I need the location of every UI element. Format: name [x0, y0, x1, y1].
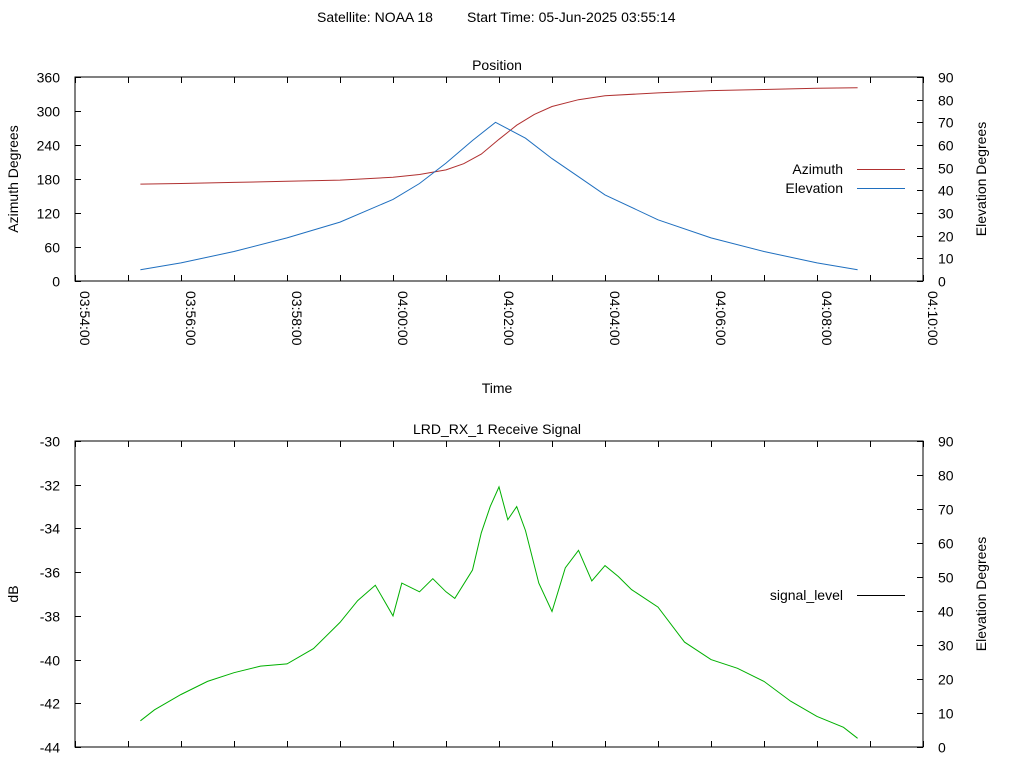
y-tick-label: 180 [37, 172, 61, 188]
y2-tick-label: 0 [938, 274, 946, 290]
y2-tick-label: 30 [938, 638, 954, 654]
series-line-azimuth [140, 87, 858, 185]
position-series [140, 87, 858, 271]
x-tick-label: 04:02:00 [501, 291, 517, 346]
y-tick-label: 0 [52, 274, 60, 290]
x-tick-label: 03:54:00 [77, 291, 93, 346]
y-tick-label: -44 [40, 740, 60, 756]
y-tick-label: -32 [40, 478, 60, 494]
y-tick-label: 360 [37, 70, 61, 86]
y2-tick-label: 20 [938, 672, 954, 688]
y2-tick-label: 10 [938, 251, 954, 267]
legend-label-signal-level: signal_level [770, 587, 843, 603]
position-axis-ticks [75, 77, 924, 282]
signal-series [140, 485, 858, 739]
x-tick-label: 04:06:00 [713, 291, 729, 346]
y-tick-label: -34 [40, 521, 60, 537]
y2-tick-label: 80 [938, 93, 954, 109]
position-plot-frame [74, 76, 924, 282]
signal-y-tick-labels: -44 -42 -40 -38 -36 -34 -32 -30 [40, 434, 60, 756]
x-tick-label: 03:58:00 [289, 291, 305, 346]
x-tick-label: 04:10:00 [925, 291, 941, 346]
y2-tick-label: 40 [938, 604, 954, 620]
signal-chart-title: LRD_RX_1 Receive Signal [413, 421, 581, 437]
y-tick-label: 120 [37, 206, 61, 222]
series-line-signal-level [140, 485, 858, 739]
y2-tick-label: 50 [938, 570, 954, 586]
y2-tick-label: 40 [938, 183, 954, 199]
legend-label-elevation: Elevation [785, 180, 843, 196]
legend-label-azimuth: Azimuth [792, 161, 843, 177]
y2-tick-label: 30 [938, 206, 954, 222]
position-legend: Azimuth Elevation [785, 161, 905, 196]
y2-tick-label: 70 [938, 502, 954, 518]
signal-chart: LRD_RX_1 Receive Signal -44-42-40-38-36-… [5, 421, 989, 756]
y-tick-label: -30 [40, 434, 60, 450]
x-tick-label: 03:56:00 [183, 291, 199, 346]
y2-tick-label: 50 [938, 161, 954, 177]
start-time-label: Start Time: 05-Jun-2025 03:55:14 [467, 9, 676, 25]
signal-y2-axis-title: Elevation Degrees [973, 537, 989, 651]
position-y2-tick-labels: 0 10 20 30 40 50 60 70 80 90 [938, 70, 954, 290]
x-tick-label: 04:04:00 [607, 291, 623, 346]
signal-axis-ticks [75, 441, 924, 748]
x-tick-label: 04:08:00 [819, 291, 835, 346]
satellite-label: Satellite: NOAA 18 [317, 9, 433, 25]
y2-tick-label: 90 [938, 70, 954, 86]
signal-y-axis-title: dB [5, 585, 21, 602]
signal-legend: signal_level [770, 587, 905, 603]
y-tick-label: -38 [40, 609, 60, 625]
position-y-axis-title: Azimuth Degrees [5, 125, 21, 232]
position-chart-title: Position [472, 57, 522, 73]
y-tick-label: -42 [40, 696, 60, 712]
y2-tick-label: 60 [938, 536, 954, 552]
position-chart: Position 0 60 120 180 240 300 360 0 10 20 30 40 50 6… [5, 57, 989, 396]
y-tick-label: 300 [37, 104, 61, 120]
y2-tick-label: 80 [938, 468, 954, 484]
y2-tick-label: 20 [938, 229, 954, 245]
position-x-tick-labels: 03:54:00 03:56:00 03:58:00 04:00:00 04:02:00… [77, 291, 941, 346]
y-tick-label: -36 [40, 565, 60, 581]
y-tick-label: 240 [37, 138, 61, 154]
y2-tick-label: 90 [938, 434, 954, 450]
position-y-tick-labels: 0 60 120 180 240 300 360 [37, 70, 61, 290]
y2-tick-label: 70 [938, 115, 954, 131]
x-tick-label: 04:00:00 [395, 291, 411, 346]
y-tick-label: 60 [44, 240, 60, 256]
y2-tick-label: 60 [938, 138, 954, 154]
y2-tick-label: 10 [938, 706, 954, 722]
signal-y2-tick-labels: 0 10 20 30 40 50 60 70 80 90 [938, 434, 954, 756]
position-x-axis-title: Time [482, 380, 513, 396]
position-y2-axis-title: Elevation Degrees [973, 122, 989, 236]
y2-tick-label: 0 [938, 740, 946, 756]
series-line-elevation [140, 121, 858, 271]
y-tick-label: -40 [40, 653, 60, 669]
